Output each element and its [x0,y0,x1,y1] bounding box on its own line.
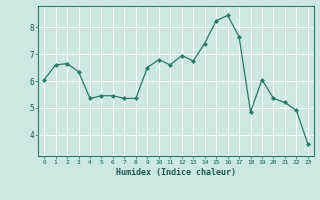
X-axis label: Humidex (Indice chaleur): Humidex (Indice chaleur) [116,168,236,177]
